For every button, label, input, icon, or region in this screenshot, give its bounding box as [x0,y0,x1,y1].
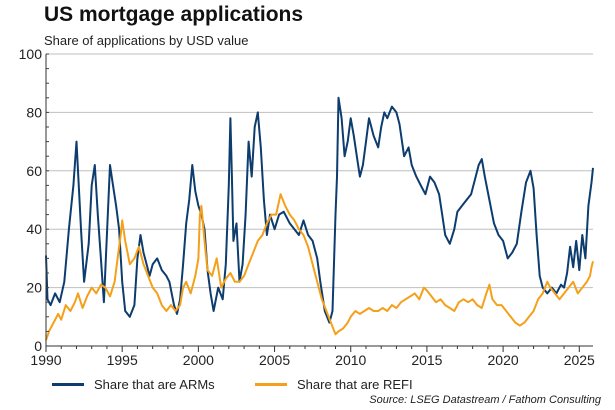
series-line-refi [45,193,594,341]
y-tick-label: 20 [26,280,42,296]
chart-source: Source: LSEG Datastream / Fathom Consult… [369,394,601,406]
y-tick-label: 40 [26,221,42,237]
series-line-arms [45,96,594,324]
x-tick-label: 2015 [411,352,442,368]
y-tick-label: 100 [19,46,43,62]
legend-swatch-arms [52,383,84,386]
x-tick-label: 2020 [488,352,519,368]
legend-label-arms: Share that are ARMs [94,377,215,392]
legend-swatch-refi [255,383,287,386]
chart-title: US mortgage applications [44,3,304,26]
x-tick-label: 1995 [107,352,138,368]
chart-subtitle: Share of applications by USD value [44,33,249,48]
y-tick-label: 0 [34,338,42,354]
x-tick-label: 1990 [30,352,61,368]
x-tick-label: 2025 [564,352,595,368]
legend-label-refi: Share that are REFI [297,377,413,392]
x-tick-label: 2000 [183,352,214,368]
x-tick-label: 2005 [259,352,290,368]
legend-item-arms: Share that are ARMs [52,377,215,392]
y-tick-label: 60 [26,163,42,179]
x-tick-label: 2010 [335,352,366,368]
y-tick-label: 80 [26,104,42,120]
legend-item-refi: Share that are REFI [255,377,413,392]
